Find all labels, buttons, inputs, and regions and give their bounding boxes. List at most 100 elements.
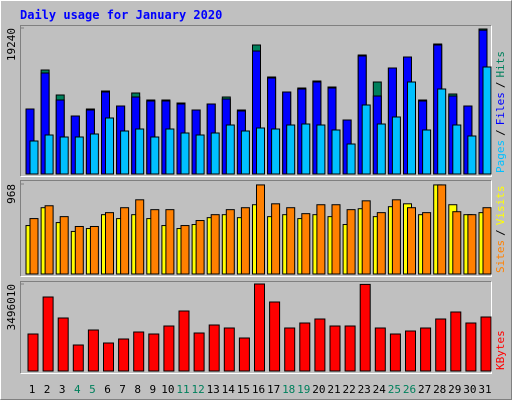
bar [180, 225, 190, 275]
bar [44, 205, 54, 275]
bar [148, 333, 160, 372]
bar [269, 301, 281, 372]
legend-separator: / [494, 129, 507, 136]
bar [59, 136, 69, 175]
x-tick-label: 13 [207, 383, 220, 396]
bar [286, 207, 296, 275]
legend-entry: Pages [494, 140, 507, 173]
bar [301, 123, 311, 175]
bar [482, 207, 492, 275]
bar [210, 214, 220, 275]
bar [240, 207, 250, 275]
bar [178, 310, 190, 372]
bar [452, 211, 462, 275]
y-tick-label: 3496010 [5, 284, 18, 330]
bar [437, 184, 447, 275]
bar [314, 318, 326, 372]
bar [27, 333, 39, 372]
x-tick-label: 18 [282, 383, 295, 396]
bar [422, 129, 432, 175]
x-tick-label: 7 [119, 383, 126, 396]
bar [359, 283, 371, 372]
x-tick-label: 1 [29, 383, 36, 396]
bar [165, 209, 175, 275]
legend-separator: / [494, 229, 507, 236]
bar [165, 128, 175, 175]
bar [376, 212, 386, 275]
bar [465, 322, 477, 372]
bar [331, 129, 341, 175]
bar [225, 209, 235, 275]
y-tick-label: 19240 [5, 28, 18, 61]
panel-bevel-dark [20, 180, 492, 277]
bar [284, 327, 296, 372]
bar [238, 337, 250, 372]
bar [271, 203, 281, 275]
x-tick-label: 14 [222, 383, 236, 396]
legend: Pages / Files / Hits [494, 51, 507, 173]
bar [407, 207, 416, 275]
x-tick-label: 25 [388, 383, 401, 396]
x-tick-label: 22 [342, 383, 355, 396]
x-tick-label: 6 [104, 383, 111, 396]
x-tick-label: 28 [433, 383, 446, 396]
bar [223, 327, 235, 372]
bar [72, 344, 84, 372]
legend-entry: Hits [494, 51, 507, 78]
bar [299, 322, 311, 372]
bar [210, 132, 220, 175]
bar [29, 140, 39, 175]
legend-entry: KBytes [494, 330, 507, 370]
x-tick-label: 12 [191, 383, 204, 396]
x-tick-label: 3 [59, 383, 66, 396]
bar [437, 88, 447, 175]
bar [316, 204, 326, 275]
panel-bevel-dark [20, 25, 492, 177]
bar [150, 136, 160, 175]
x-tick-label: 11 [176, 383, 189, 396]
x-tick-label: 9 [149, 383, 156, 396]
bar [407, 81, 416, 175]
bar [271, 128, 281, 175]
bar [87, 329, 99, 372]
x-tick-label: 27 [418, 383, 431, 396]
bar [452, 124, 462, 175]
x-tick-label: 26 [403, 383, 416, 396]
x-tick-label: 8 [134, 383, 141, 396]
bar [118, 338, 130, 372]
bar [467, 214, 477, 275]
bar [29, 218, 39, 275]
x-tick-label: 24 [373, 383, 387, 396]
x-tick-label: 4 [74, 383, 81, 396]
legend-entry: Files [494, 92, 507, 125]
bar [74, 225, 84, 275]
panel-bevel-light [20, 281, 492, 374]
y-tick-label: 968 [5, 184, 18, 204]
bar [301, 213, 311, 275]
x-tick-label: 23 [358, 383, 371, 396]
x-tick-label: 29 [448, 383, 461, 396]
bar [57, 317, 69, 372]
chart-title: Daily usage for January 2020 [20, 8, 222, 22]
bar [240, 130, 250, 175]
bar [435, 318, 447, 372]
bar [316, 124, 326, 175]
bar [376, 123, 386, 175]
bar [256, 184, 265, 275]
x-tick-label: 15 [237, 383, 250, 396]
bar [361, 200, 371, 275]
bar [346, 143, 356, 175]
bar [225, 124, 235, 175]
bar [344, 325, 356, 372]
bar [195, 220, 205, 275]
bar [163, 325, 175, 372]
bar [120, 207, 130, 275]
x-tick-label: 5 [89, 383, 96, 396]
bar [208, 324, 220, 372]
bar [89, 225, 99, 275]
bar [105, 212, 114, 275]
x-tick-label: 31 [478, 383, 491, 396]
bar [59, 216, 69, 275]
bar [482, 66, 492, 175]
